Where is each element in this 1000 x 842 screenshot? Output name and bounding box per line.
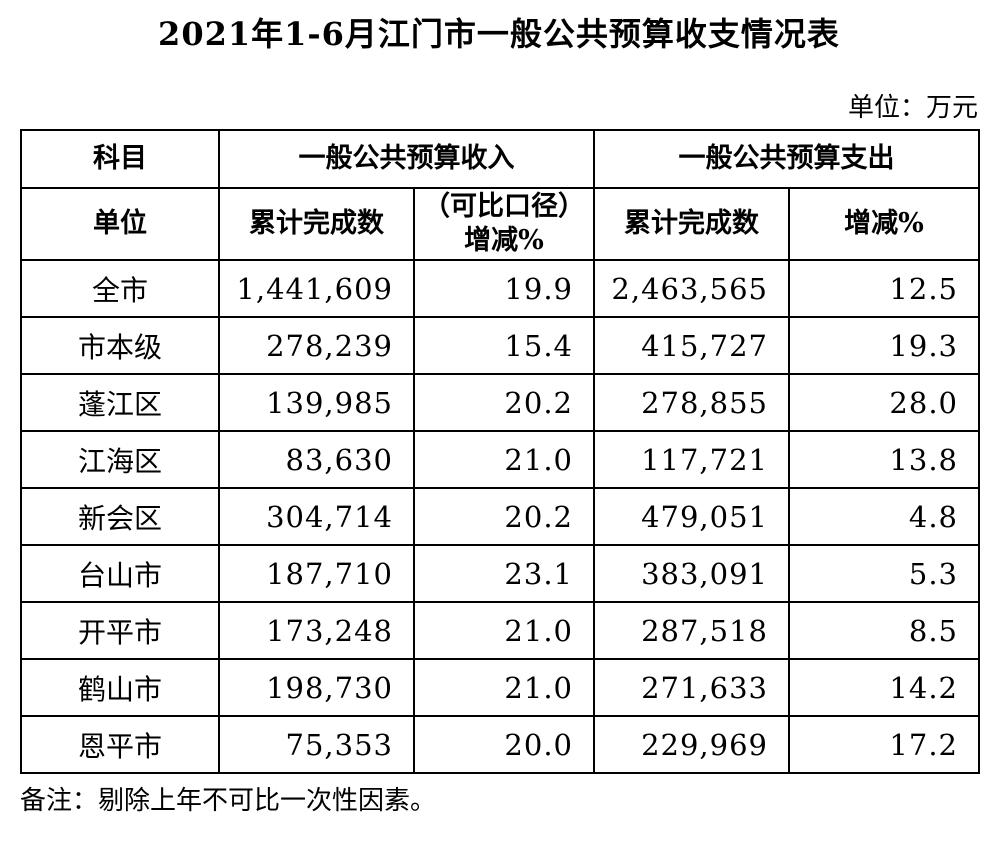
region-name-cell: 新会区 (20, 487, 220, 547)
expenditure-change-cell: 13.8 (788, 430, 980, 490)
region-name-cell: 蓬江区 (20, 373, 220, 433)
header-revenue-group: 一般公共预算收入 (218, 129, 595, 190)
region-name-cell: 市本级 (20, 316, 220, 376)
revenue-change-cell: 20.2 (413, 487, 595, 547)
expenditure-change-cell: 8.5 (788, 601, 980, 661)
expenditure-change-cell: 17.2 (788, 715, 980, 775)
revenue-change-cell: 20.2 (413, 373, 595, 433)
region-name-cell: 全市 (20, 259, 220, 319)
revenue-total-cell: 173,248 (218, 601, 415, 661)
header-expenditure-change: 增减% (788, 187, 980, 262)
region-name-cell: 开平市 (20, 601, 220, 661)
footnote: 备注：剔除上年不可比一次性因素。 (20, 786, 437, 817)
expenditure-total-cell: 383,091 (593, 544, 790, 604)
revenue-change-cell: 21.0 (413, 658, 595, 718)
header-expenditure-group: 一般公共预算支出 (593, 129, 980, 190)
revenue-total-cell: 139,985 (218, 373, 415, 433)
revenue-change-cell: 21.0 (413, 601, 595, 661)
revenue-change-cell: 15.4 (413, 316, 595, 376)
expenditure-total-cell: 117,721 (593, 430, 790, 490)
table-row: 开平市 173,248 21.0 287,518 8.5 (20, 601, 980, 661)
expenditure-total-cell: 287,518 (593, 601, 790, 661)
table-row: 恩平市 75,353 20.0 229,969 17.2 (20, 715, 980, 775)
header-revenue-change-line1: （可比口径） (423, 191, 585, 223)
header-row-columns: 单位 累计完成数 （可比口径） 增减% 累计完成数 增减% (20, 187, 980, 262)
revenue-change-cell: 20.0 (413, 715, 595, 775)
revenue-total-cell: 198,730 (218, 658, 415, 718)
region-name-cell: 恩平市 (20, 715, 220, 775)
table-row: 江海区 83,630 21.0 117,721 13.8 (20, 430, 980, 490)
header-revenue-change-line2: 增减% (464, 225, 544, 257)
header-revenue-cumulative: 累计完成数 (218, 187, 415, 262)
table-row: 蓬江区 139,985 20.2 278,855 28.0 (20, 373, 980, 433)
expenditure-change-cell: 28.0 (788, 373, 980, 433)
table-row: 鹤山市 198,730 21.0 271,633 14.2 (20, 658, 980, 718)
header-row-groups: 科目 一般公共预算收入 一般公共预算支出 (20, 129, 980, 190)
revenue-change-cell: 23.1 (413, 544, 595, 604)
table-row: 台山市 187,710 23.1 383,091 5.3 (20, 544, 980, 604)
header-revenue-change: （可比口径） 增减% (413, 187, 595, 262)
expenditure-total-cell: 2,463,565 (593, 259, 790, 319)
expenditure-total-cell: 479,051 (593, 487, 790, 547)
expenditure-total-cell: 415,727 (593, 316, 790, 376)
table-row: 市本级 278,239 15.4 415,727 19.3 (20, 316, 980, 376)
unit-label: 单位：万元 (847, 92, 978, 123)
expenditure-change-cell: 14.2 (788, 658, 980, 718)
revenue-total-cell: 1,441,609 (218, 259, 415, 319)
revenue-total-cell: 278,239 (218, 316, 415, 376)
table-row: 新会区 304,714 20.2 479,051 4.8 (20, 487, 980, 547)
expenditure-total-cell: 271,633 (593, 658, 790, 718)
region-name-cell: 江海区 (20, 430, 220, 490)
header-unit: 单位 (20, 187, 220, 262)
revenue-change-cell: 21.0 (413, 430, 595, 490)
expenditure-total-cell: 229,969 (593, 715, 790, 775)
expenditure-change-cell: 19.3 (788, 316, 980, 376)
header-subject: 科目 (20, 129, 220, 190)
region-name-cell: 台山市 (20, 544, 220, 604)
page-title: 2021年1-6月江门市一般公共预算收支情况表 (158, 15, 840, 53)
revenue-total-cell: 304,714 (218, 487, 415, 547)
expenditure-change-cell: 12.5 (788, 259, 980, 319)
expenditure-change-cell: 5.3 (788, 544, 980, 604)
expenditure-total-cell: 278,855 (593, 373, 790, 433)
budget-table: 科目 一般公共预算收入 一般公共预算支出 单位 累计完成数 （可比口径） 增减%… (20, 129, 980, 775)
expenditure-change-cell: 4.8 (788, 487, 980, 547)
table-row: 全市 1,441,609 19.9 2,463,565 12.5 (20, 259, 980, 319)
revenue-total-cell: 187,710 (218, 544, 415, 604)
revenue-change-cell: 19.9 (413, 259, 595, 319)
revenue-total-cell: 83,630 (218, 430, 415, 490)
content-area: 2021年1-6月江门市一般公共预算收支情况表 单位：万元 科目 一般公共预算收… (20, 15, 980, 817)
revenue-total-cell: 75,353 (218, 715, 415, 775)
header-expenditure-cumulative: 累计完成数 (593, 187, 790, 262)
region-name-cell: 鹤山市 (20, 658, 220, 718)
